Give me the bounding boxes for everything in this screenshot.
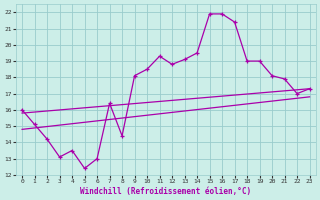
X-axis label: Windchill (Refroidissement éolien,°C): Windchill (Refroidissement éolien,°C) xyxy=(80,187,252,196)
